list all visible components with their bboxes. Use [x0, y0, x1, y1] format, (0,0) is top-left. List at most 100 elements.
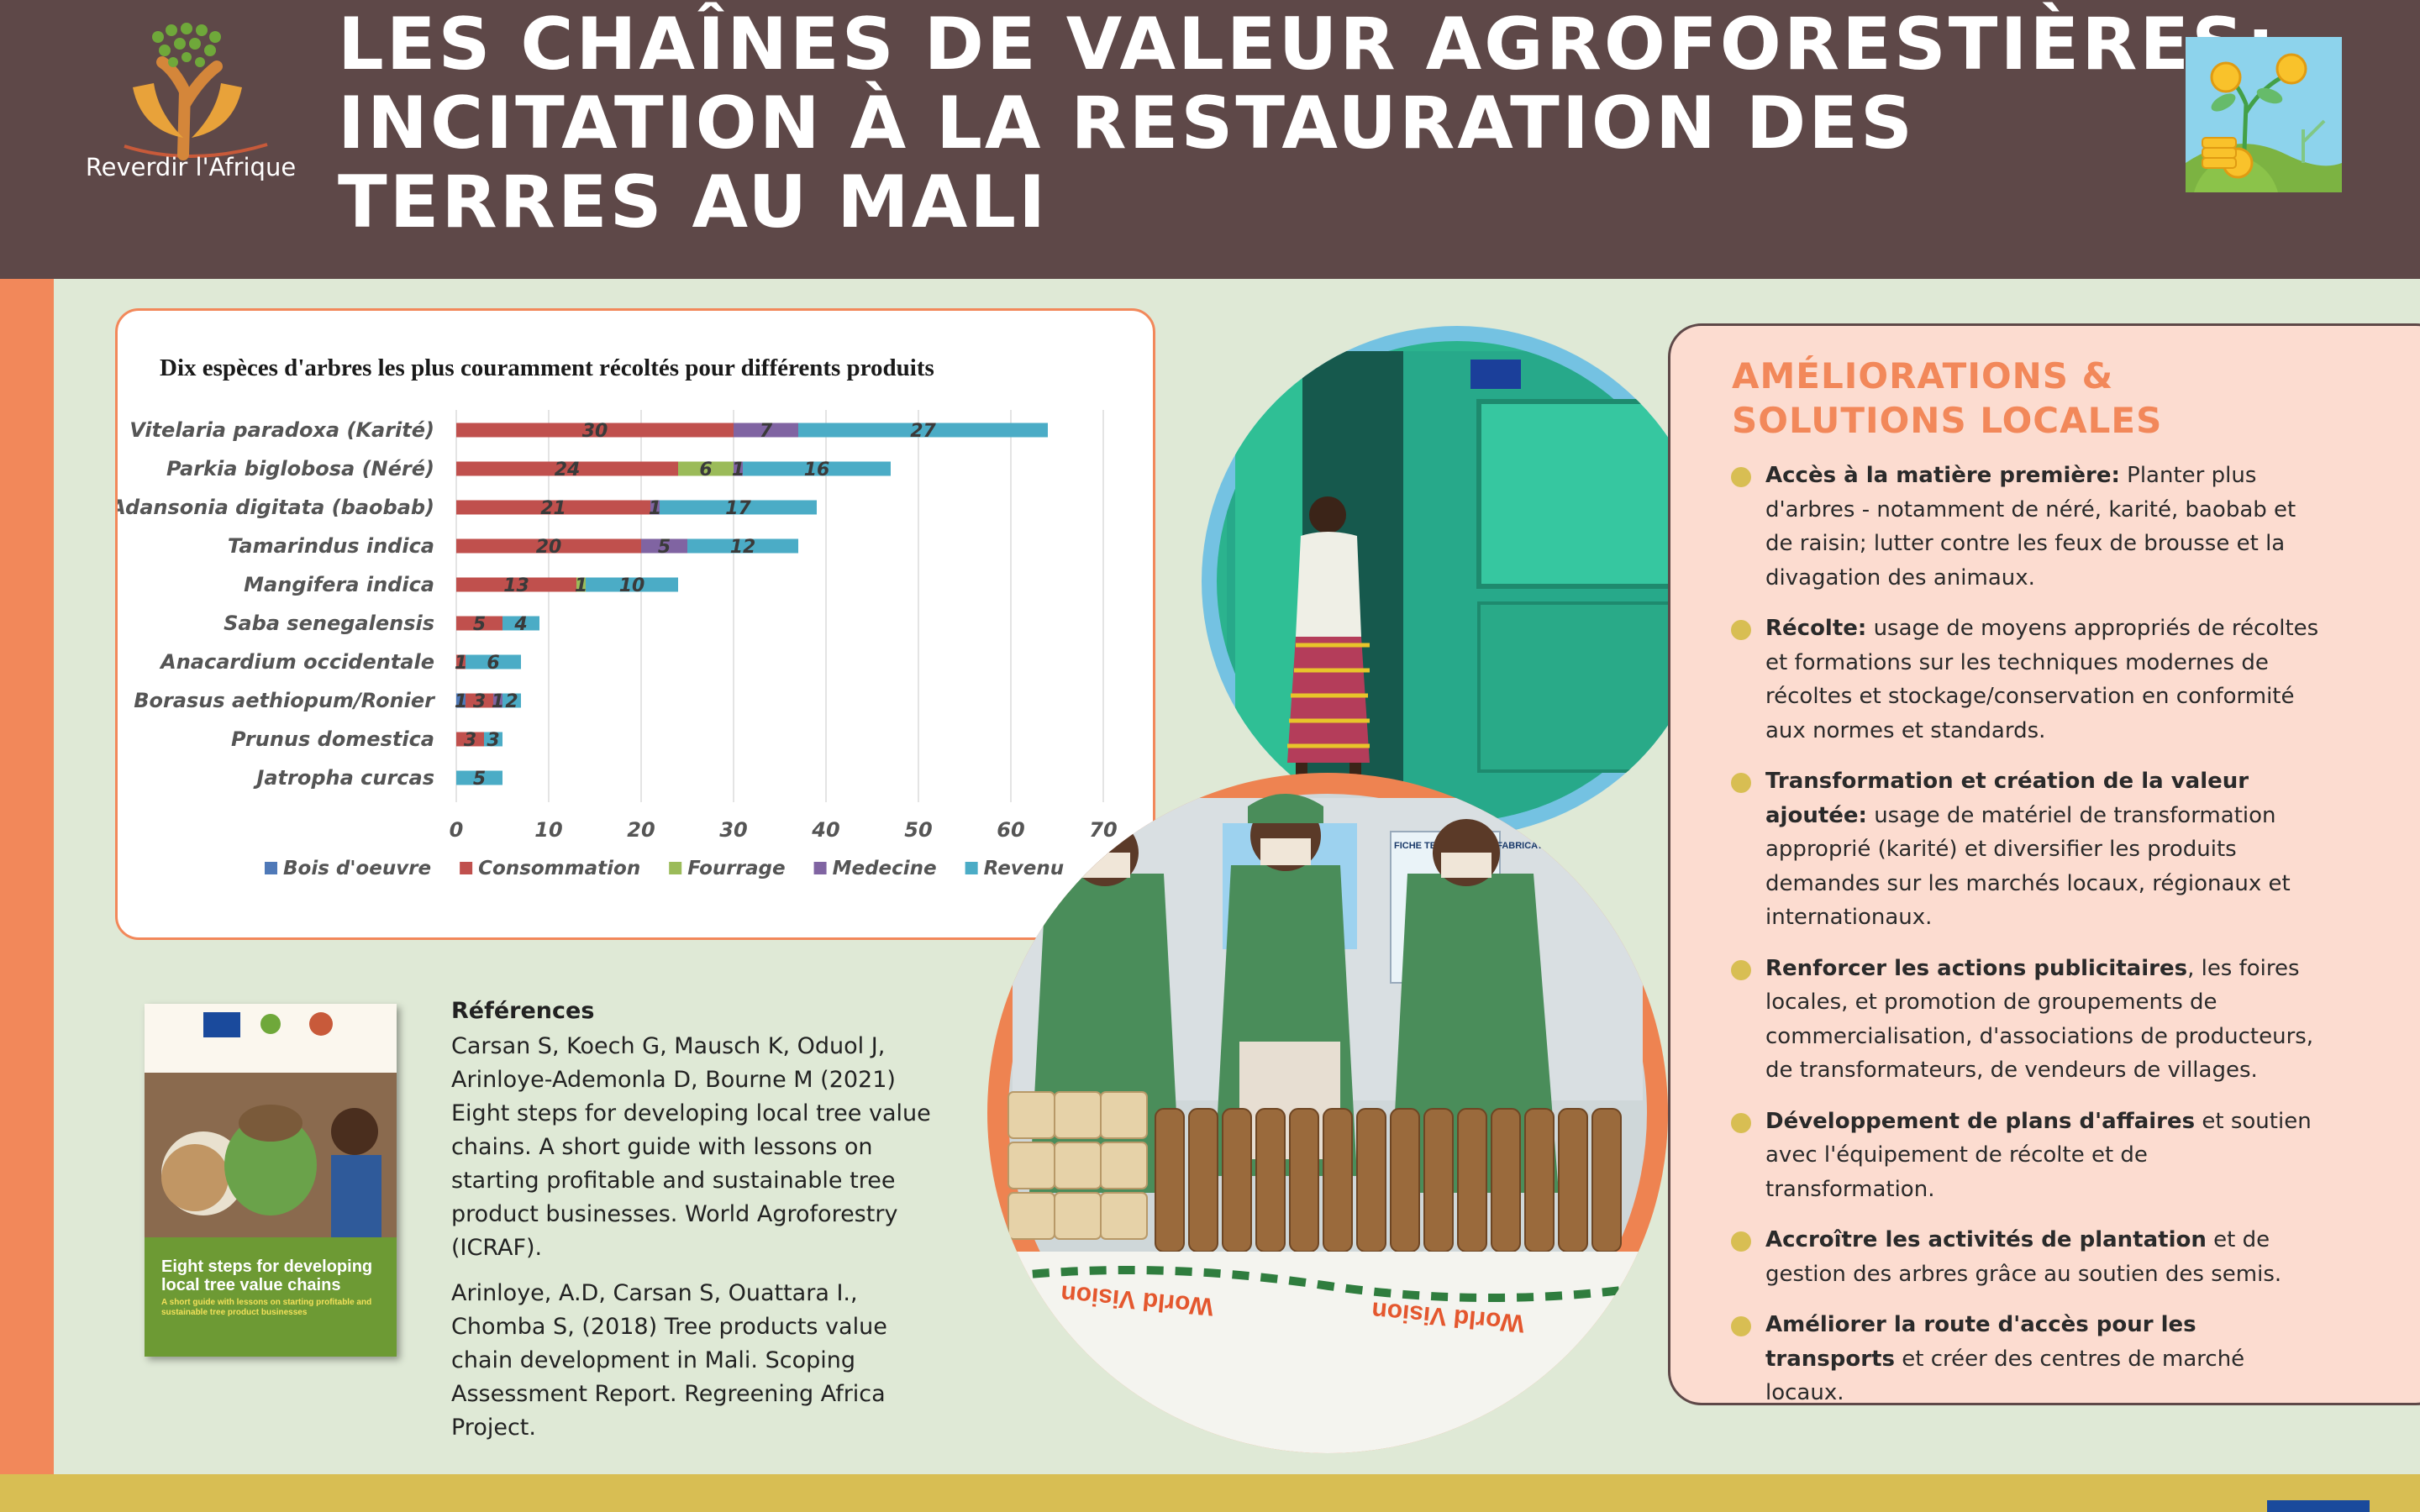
bar-segment	[456, 500, 650, 515]
solutions-title-line: AMÉLIORATIONS &	[1732, 355, 2114, 396]
solution-item-heading: Récolte:	[1765, 616, 1867, 641]
bar-segment	[734, 423, 798, 438]
bar-segment	[456, 423, 734, 438]
bar-segment	[502, 693, 521, 708]
data-label: 1	[455, 691, 467, 712]
bar-segment	[687, 538, 798, 554]
book-cover-header	[145, 1004, 397, 1073]
legend-swatch	[460, 862, 473, 874]
data-label: 10	[619, 575, 645, 596]
reference-item: Carsan S, Koech G, Mausch K, Oduol J, Ar…	[451, 1033, 931, 1261]
stacked-bar-chart: 0 10 20 30 40 50 60 70 Vitelaria paradoxa (Karit…	[118, 410, 1118, 879]
solution-item-heading: Accès à la matière première:	[1765, 463, 2120, 488]
bullet-dot	[1731, 959, 1751, 980]
x-tick-label: 20	[627, 818, 655, 842]
left-accent-stripe	[0, 279, 54, 1474]
bar-segment	[456, 654, 466, 669]
solution-item-heading: Renforcer les actions publicitaires	[1765, 955, 2188, 981]
bullet-dot	[1731, 1316, 1751, 1336]
data-label: 2	[505, 691, 518, 712]
data-label: 3	[473, 691, 486, 712]
bullet-dot	[1731, 620, 1751, 640]
data-label: 3	[464, 730, 476, 751]
x-tick-label: 70	[1089, 818, 1117, 842]
data-label: 21	[540, 498, 566, 519]
data-label: 5	[473, 769, 486, 790]
bar-segment	[456, 461, 678, 476]
solutions-card	[1668, 323, 2420, 1405]
solution-item: Accès à la matière première: Planter plu…	[1731, 459, 2319, 595]
data-label: 1	[455, 653, 467, 674]
category-label: Jatropha curcas	[253, 766, 434, 790]
poster-header: Reverdir l'Afrique LES CHAÎNES DE VALEUR…	[0, 0, 2420, 279]
category-label: Adansonia digitata (baobab)	[118, 496, 434, 519]
solution-item-heading: Développement de plans d'affaires	[1765, 1108, 2196, 1134]
bar-segment	[650, 500, 660, 515]
data-label: 24	[555, 459, 581, 480]
bar-segment	[576, 577, 586, 592]
x-tick-label: 30	[719, 818, 747, 842]
data-label: 20	[536, 537, 562, 558]
category-label: Mangifera indica	[244, 573, 434, 596]
legend-swatch	[813, 862, 827, 874]
solution-item: Récolte: usage de moyens appropriés de r…	[1731, 612, 2319, 748]
data-label: 1	[732, 459, 744, 480]
legend-label: Revenu	[984, 858, 1065, 879]
book-cover-band	[145, 1237, 397, 1357]
category-label: Borasus aethiopum/Ronier	[134, 689, 436, 712]
bullet-dot	[1731, 1231, 1751, 1252]
photo-woman-at-kiosk	[1202, 326, 1712, 837]
title-line: LES CHAÎNES DE VALEUR AGROFORESTIÈRES:	[338, 3, 2278, 87]
data-label: 5	[658, 537, 671, 558]
eu-flag-logo	[2267, 1500, 2370, 1512]
solution-item: Transformation et création de la valeur …	[1731, 764, 2319, 935]
data-label: 1	[649, 498, 661, 519]
bar-segment	[493, 693, 502, 708]
bar-segment	[798, 423, 1048, 438]
book-cover-photo	[145, 1073, 397, 1237]
bar-segment	[743, 461, 891, 476]
references-title: Références	[451, 998, 595, 1024]
data-label: 7	[760, 421, 773, 442]
bar-segment	[678, 461, 734, 476]
data-label: 6	[699, 459, 712, 480]
solution-item-text: et créer des centres de marché locaux.	[1765, 1346, 2245, 1406]
solution-item-text: et de gestion des arbres grâce au soutie…	[1765, 1227, 2282, 1287]
bar-segment	[586, 577, 678, 592]
legend-swatch	[669, 862, 682, 874]
solution-item: Développement de plans d'affaires et sou…	[1731, 1105, 2319, 1207]
data-label: 30	[582, 421, 608, 442]
bar-segment	[466, 654, 521, 669]
x-tick-label: 0	[450, 818, 464, 842]
bullet-dot	[1731, 1112, 1751, 1133]
solution-item-heading: Transformation et création de la valeur …	[1765, 769, 2249, 828]
data-label: 12	[730, 537, 756, 558]
guide-book-cover: Eight steps for developing local tree va…	[145, 1004, 397, 1357]
solutions-list: Accès à la matière première: Planter plu…	[1731, 459, 2319, 1427]
x-tick-label: 10	[534, 818, 562, 842]
title-line: INCITATION À LA RESTAURATION DES	[338, 81, 1915, 165]
reverdir-afrique-logo	[124, 23, 268, 160]
legend-label: Medecine	[833, 858, 937, 879]
solution-item: Améliorer la route d'accès pour les tran…	[1731, 1308, 2319, 1410]
data-label: 5	[473, 614, 486, 635]
title-line: TERRES AU MALI	[338, 160, 1049, 244]
references-section: Références Carsan S, Koech G, Mausch K, …	[451, 995, 947, 1457]
solution-item-text: Planter plus d'arbres - notamment de nér…	[1765, 463, 2296, 591]
book-title: Eight steps for developing local tree va…	[161, 1257, 373, 1294]
bar-segment	[660, 500, 817, 515]
solution-item-text: usage de moyens appropriés de récoltes e…	[1765, 616, 2319, 743]
solution-item-heading: Améliorer la route d'accès pour les tran…	[1765, 1312, 2196, 1372]
data-label: 1	[492, 691, 504, 712]
data-label: 1	[575, 575, 587, 596]
bottom-bar	[0, 1474, 2420, 1512]
chart-title: Dix espèces d'arbres les plus couramment…	[160, 354, 934, 381]
data-label: 3	[487, 730, 499, 751]
reference-item: Arinloye, A.D, Carsan S, Ouattara I., Ch…	[451, 1280, 887, 1441]
money-tree-icon	[2186, 37, 2342, 192]
bullet-dot	[1731, 467, 1751, 487]
bar-segment	[484, 732, 502, 747]
category-label: Parkia biglobosa (Néré)	[166, 457, 434, 480]
solution-item-heading: Accroître les activités de plantation	[1765, 1227, 2207, 1252]
category-label: Vitelaria paradoxa (Karité)	[129, 418, 434, 442]
